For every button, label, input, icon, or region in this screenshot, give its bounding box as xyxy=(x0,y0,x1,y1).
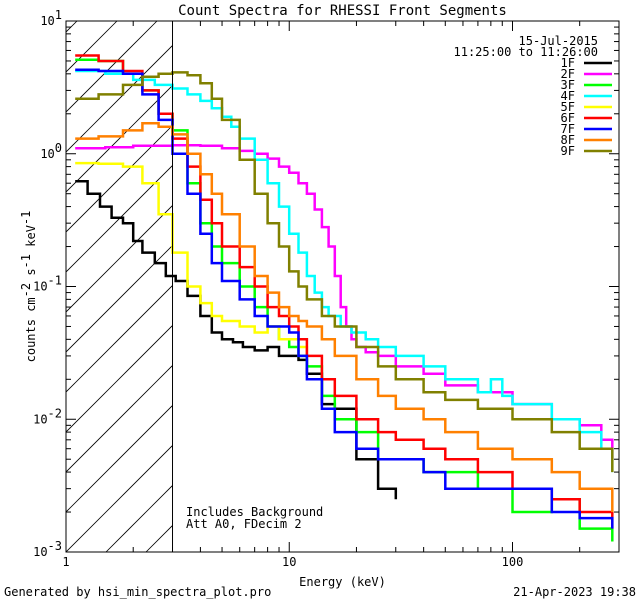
legend-label-5F: 5F xyxy=(561,100,575,114)
hatch-line xyxy=(66,204,173,313)
legend: 15-Jul-2015 11:25:00 to 11:26:00 1F2F3F4… xyxy=(454,34,612,158)
legend-label-8F: 8F xyxy=(561,133,575,147)
chart-title: Count Spectra for RHESSI Front Segments xyxy=(178,3,507,19)
x-tick-label: 100 xyxy=(502,555,524,569)
legend-label-7F: 7F xyxy=(561,122,575,136)
legend-label-1F: 1F xyxy=(561,56,575,70)
series-line-1F xyxy=(75,180,398,500)
series-line-4F xyxy=(75,69,614,473)
y-tick-label: 10-3 xyxy=(33,539,62,559)
legend-date: 15-Jul-2015 xyxy=(519,34,598,48)
x-tick-label: 1 xyxy=(62,555,69,569)
x-axis-label: Energy (keV) xyxy=(299,575,386,589)
footer-timestamp: 21-Apr-2023 19:38 xyxy=(513,585,636,599)
legend-label-9F: 9F xyxy=(561,144,575,158)
annotation-background: Includes Background xyxy=(186,505,323,519)
series-line-8F xyxy=(75,121,614,512)
y-tick-label: 10-2 xyxy=(33,406,62,426)
hatch-line xyxy=(626,21,640,552)
hatch-line xyxy=(66,21,158,113)
footer-generated-by: Generated by hsi_min_spectra_plot.pro xyxy=(4,585,271,599)
series-line-3F xyxy=(75,58,614,542)
hatch-line xyxy=(66,364,173,473)
hatch-line xyxy=(66,44,173,153)
y-tick-label: 101 xyxy=(40,8,62,28)
hatch-line xyxy=(66,444,173,552)
hatch-line xyxy=(66,244,173,353)
legend-label-2F: 2F xyxy=(561,67,575,81)
plot-frame xyxy=(65,20,620,553)
legend-label-4F: 4F xyxy=(561,89,575,103)
legend-label-6F: 6F xyxy=(561,111,575,125)
y-tick-label: 100 xyxy=(40,141,62,161)
series-layer xyxy=(75,54,614,542)
axis-ticks: 1 10 100 101 100 10-1 10-2 10-3 xyxy=(33,8,620,569)
legend-time-range: 11:25:00 to 11:26:00 xyxy=(454,45,599,59)
hatch-line xyxy=(66,404,173,513)
y-axis-label: counts cm-2 s-1 keV-1 xyxy=(19,211,38,363)
annotation-attenuator: Att A0, FDecim 2 xyxy=(186,517,302,531)
x-tick-label: 10 xyxy=(282,555,296,569)
hatch-line xyxy=(66,284,173,393)
hatch-region xyxy=(66,21,640,552)
series-line-6F xyxy=(75,54,614,529)
y-tick-label: 10-1 xyxy=(33,274,62,294)
hatch-line xyxy=(66,84,173,193)
series-line-5F xyxy=(75,161,309,356)
series-line-9F xyxy=(75,71,614,473)
series-line-7F xyxy=(75,68,614,529)
legend-label-3F: 3F xyxy=(561,78,575,92)
